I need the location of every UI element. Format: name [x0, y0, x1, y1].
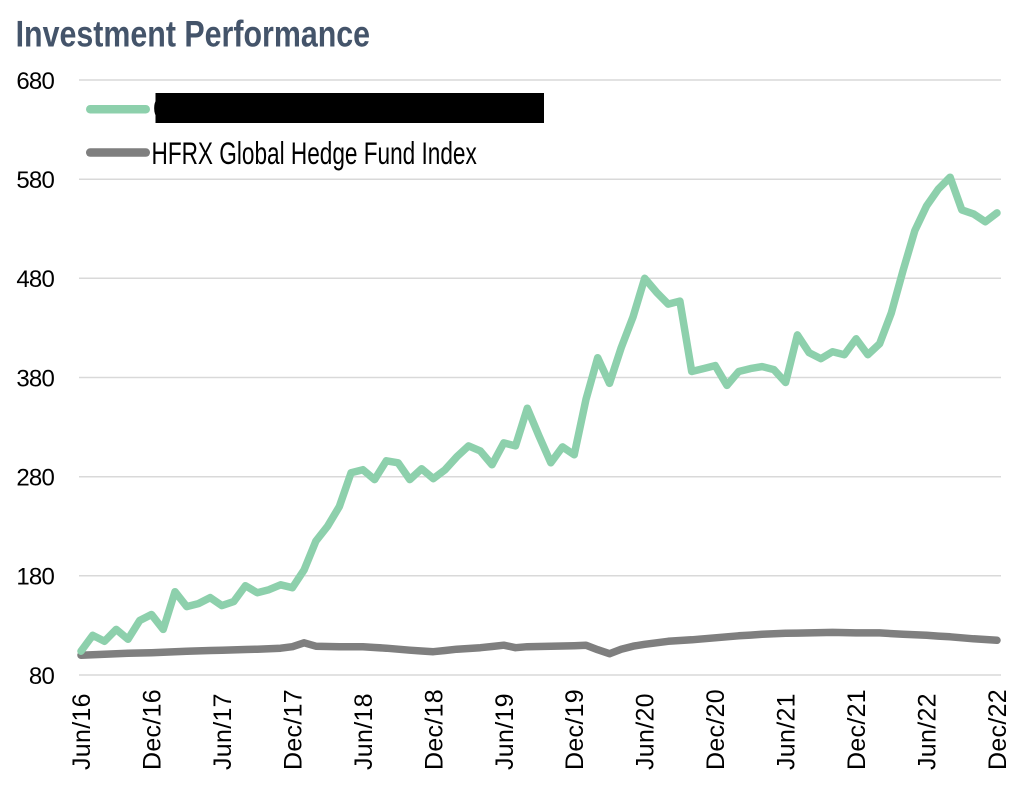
svg-text:Dec/19: Dec/19: [561, 689, 589, 770]
svg-text:Jun/17: Jun/17: [209, 693, 237, 770]
svg-text:Dec/22: Dec/22: [984, 689, 1012, 770]
svg-text:Jun/19: Jun/19: [491, 693, 519, 770]
svg-text:Dec/16: Dec/16: [139, 689, 167, 770]
svg-text:Jun/20: Jun/20: [632, 693, 660, 770]
svg-text:280: 280: [16, 465, 54, 492]
svg-text:Jun/22: Jun/22: [914, 693, 942, 770]
svg-text:580: 580: [16, 167, 54, 194]
svg-text:80: 80: [29, 663, 55, 690]
svg-text:Dec/20: Dec/20: [702, 689, 730, 770]
svg-text:Jun/21: Jun/21: [773, 693, 801, 770]
svg-text:680: 680: [16, 68, 54, 95]
svg-text:Jun/16: Jun/16: [68, 693, 96, 770]
svg-text:Jun/18: Jun/18: [350, 693, 378, 770]
svg-text:Dec/18: Dec/18: [420, 689, 448, 770]
svg-text:480: 480: [16, 266, 54, 293]
svg-text:Dec/21: Dec/21: [843, 689, 871, 770]
svg-text:HFRX Global Hedge Fund Index: HFRX Global Hedge Fund Index: [152, 135, 478, 171]
svg-text:180: 180: [16, 564, 54, 591]
svg-text:Dec/17: Dec/17: [279, 689, 307, 770]
svg-text:380: 380: [16, 365, 54, 392]
svg-text:Investment Performance: Investment Performance: [16, 15, 370, 55]
